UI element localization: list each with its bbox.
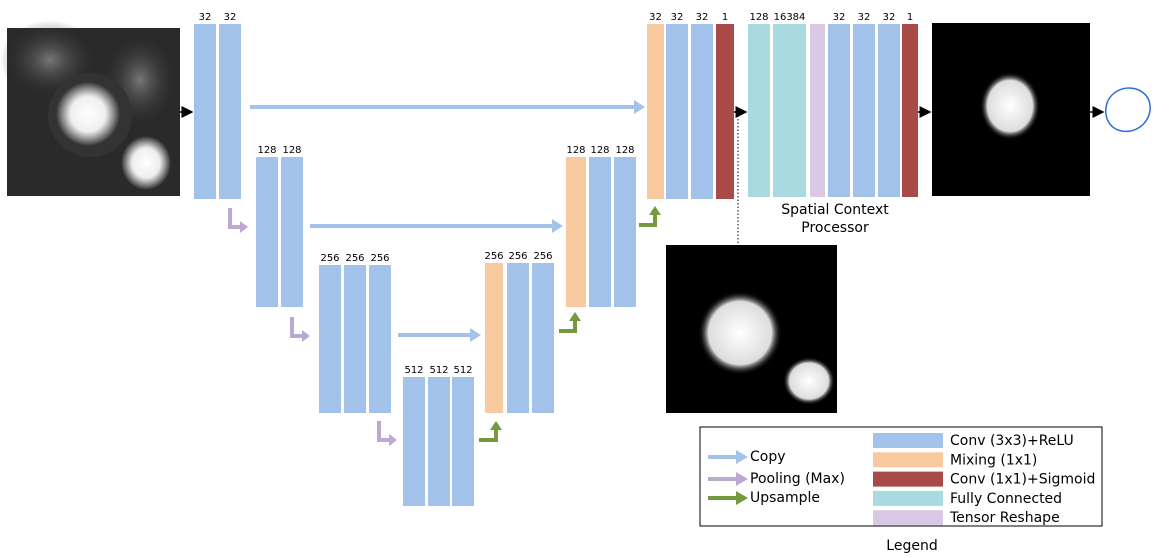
channel-label: 256	[533, 251, 552, 262]
channel-label: 256	[484, 251, 503, 262]
layer-block	[691, 24, 713, 199]
scp-block	[828, 24, 850, 197]
layer-block	[452, 377, 474, 506]
channel-label: 32	[649, 12, 662, 23]
layer-block	[281, 157, 303, 307]
channel-label: 128	[566, 145, 585, 156]
channel-label: 16384	[774, 12, 806, 23]
scp-block	[853, 24, 875, 197]
legend-swatch	[873, 491, 943, 506]
layer-block	[403, 377, 425, 506]
layer-block	[566, 157, 586, 307]
layer-block	[614, 157, 636, 307]
legend-label: Upsample	[750, 490, 820, 506]
page: 32 32 128 128 256 256 256 512 512 512 256 256 256 128…	[0, 0, 1154, 557]
channel-label: 512	[453, 365, 472, 376]
channel-label: 128	[257, 145, 276, 156]
scp-block	[773, 24, 806, 197]
channel-label: 1	[722, 12, 728, 23]
legend-swatch	[873, 433, 943, 448]
input-image	[0, 20, 180, 196]
layer-block	[219, 24, 241, 199]
layer-block	[428, 377, 450, 506]
channel-label: 128	[590, 145, 609, 156]
channel-label: 32	[671, 12, 684, 23]
legend-title: Legend	[886, 538, 937, 554]
channel-label: 128	[615, 145, 634, 156]
scp-title: Spatial Context Processor	[760, 201, 910, 237]
channel-label: 32	[858, 12, 871, 23]
channel-label: 256	[370, 253, 389, 264]
layer-block	[194, 24, 216, 199]
channel-label: 32	[199, 12, 212, 23]
channel-label: 32	[833, 12, 846, 23]
layer-block	[647, 24, 664, 199]
legend-label: Fully Connected	[950, 491, 1062, 507]
layer-block	[344, 265, 366, 413]
channel-label: 128	[282, 145, 301, 156]
channel-label: 256	[320, 253, 339, 264]
layer-block	[369, 265, 391, 413]
layer-block	[256, 157, 278, 307]
layer-block	[532, 263, 554, 413]
channel-label: 256	[345, 253, 364, 264]
legend-label: Copy	[750, 449, 786, 465]
output-image	[932, 23, 1090, 196]
contour	[1106, 88, 1150, 131]
intermediate-image	[666, 245, 837, 413]
layer-block	[666, 24, 688, 199]
scp-block	[810, 24, 825, 197]
legend-swatch	[873, 452, 943, 467]
layer-block	[716, 24, 734, 199]
legend-arrows	[708, 450, 748, 505]
channel-label: 32	[883, 12, 896, 23]
legend-label: Conv (3x3)+ReLU	[950, 433, 1074, 449]
channel-label: 256	[508, 251, 527, 262]
layer-block	[485, 263, 503, 413]
channel-label: 1	[907, 12, 913, 23]
layer-block	[319, 265, 341, 413]
legend-label: Pooling (Max)	[750, 471, 845, 487]
legend-swatch	[873, 472, 943, 487]
channel-label: 32	[224, 12, 237, 23]
diagram: 32 32 128 128 256 256 256 512 512 512 256 256 256 128…	[0, 0, 1154, 557]
legend-label: Conv (1x1)+Sigmoid	[950, 472, 1095, 488]
scp-block	[878, 24, 900, 197]
scp-block	[748, 24, 770, 197]
channel-label: 32	[696, 12, 709, 23]
layer-block	[589, 157, 611, 307]
legend-label: Mixing (1x1)	[950, 452, 1037, 468]
scp-block	[902, 24, 918, 197]
legend-label: Tensor Reshape	[949, 510, 1060, 526]
channel-label: 512	[404, 365, 423, 376]
channel-label: 512	[429, 365, 448, 376]
channel-label: 128	[749, 12, 768, 23]
legend-swatch	[873, 510, 943, 525]
layer-block	[507, 263, 529, 413]
